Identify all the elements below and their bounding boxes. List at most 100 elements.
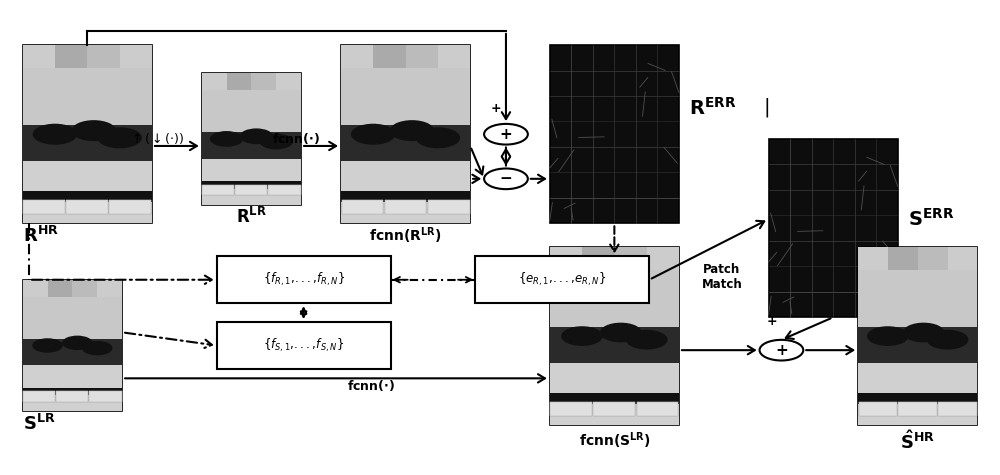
Bar xyxy=(550,270,679,327)
Bar xyxy=(550,402,592,416)
Bar xyxy=(550,402,592,416)
Bar xyxy=(23,339,122,365)
Circle shape xyxy=(82,341,113,355)
Bar xyxy=(859,402,897,416)
Bar xyxy=(342,200,383,214)
Bar xyxy=(342,200,383,214)
Circle shape xyxy=(484,124,528,144)
Bar xyxy=(593,402,635,416)
Bar xyxy=(87,45,120,68)
Bar xyxy=(858,393,977,404)
Text: +: + xyxy=(500,127,512,142)
Circle shape xyxy=(71,120,116,141)
Bar xyxy=(202,185,234,195)
Bar xyxy=(89,391,122,402)
Bar xyxy=(550,393,679,404)
Bar xyxy=(550,45,679,223)
Bar xyxy=(72,280,97,297)
Bar xyxy=(858,270,977,327)
Bar xyxy=(385,200,426,214)
Bar xyxy=(23,391,55,402)
Text: $\{f_{S,1},\!...,\!f_{S,N}\}$: $\{f_{S,1},\!...,\!f_{S,N}\}$ xyxy=(263,337,344,354)
Bar xyxy=(23,280,48,297)
Text: $\mathbf{fcnn(\cdot)}$: $\mathbf{fcnn(\cdot)}$ xyxy=(272,132,320,146)
Bar xyxy=(582,247,614,270)
Bar xyxy=(647,247,679,270)
Bar xyxy=(593,402,635,416)
Bar xyxy=(23,365,122,411)
Text: +: + xyxy=(775,342,788,358)
Bar xyxy=(428,200,470,214)
Bar xyxy=(56,391,88,402)
Bar xyxy=(637,402,678,416)
Circle shape xyxy=(600,323,642,342)
Bar xyxy=(56,391,88,402)
Bar xyxy=(550,363,679,425)
Bar xyxy=(23,161,152,223)
Circle shape xyxy=(626,330,668,350)
Bar xyxy=(23,391,55,402)
Text: $\mathbf{\hat{S}^{HR}}$: $\mathbf{\hat{S}^{HR}}$ xyxy=(900,430,935,453)
Bar xyxy=(202,90,301,133)
Bar xyxy=(385,200,426,214)
Circle shape xyxy=(32,338,63,353)
Text: $\mathbf{fcnn(R^{LR})}$: $\mathbf{fcnn(R^{LR})}$ xyxy=(369,226,442,247)
Bar xyxy=(948,247,977,270)
Bar xyxy=(858,363,977,425)
Text: $\uparrow(\downarrow(\cdot))$: $\uparrow(\downarrow(\cdot))$ xyxy=(129,132,184,146)
Text: $\{e_{R,1},\!...,\!e_{R,N}\}$: $\{e_{R,1},\!...,\!e_{R,N}\}$ xyxy=(518,271,606,288)
Bar xyxy=(66,200,108,214)
Bar xyxy=(23,191,152,202)
Bar xyxy=(120,45,152,68)
Bar xyxy=(769,139,898,317)
Text: Patch
Match: Patch Match xyxy=(701,264,742,291)
Bar xyxy=(341,45,470,223)
Bar xyxy=(202,159,301,205)
Bar xyxy=(858,247,977,425)
Bar xyxy=(637,402,678,416)
Bar xyxy=(23,125,152,161)
Bar xyxy=(202,181,301,189)
Bar xyxy=(550,327,679,363)
Bar xyxy=(202,73,301,205)
Text: $\mathbf{R^{ERR}}$: $\mathbf{R^{ERR}}$ xyxy=(689,96,736,118)
Bar xyxy=(550,247,582,270)
Text: $\mathbf{fcnn(S^{LR})}$: $\mathbf{fcnn(S^{LR})}$ xyxy=(579,430,650,451)
Circle shape xyxy=(760,340,803,361)
Bar xyxy=(341,68,470,125)
Bar xyxy=(341,191,470,202)
Bar xyxy=(227,73,251,90)
Circle shape xyxy=(903,323,945,342)
Text: $\mathbf{R^{LR}}$: $\mathbf{R^{LR}}$ xyxy=(236,207,267,227)
Text: −: − xyxy=(500,171,512,186)
Bar xyxy=(614,247,647,270)
Bar xyxy=(66,200,108,214)
Circle shape xyxy=(240,128,273,144)
Text: $\mathbf{S^{ERR}}$: $\mathbf{S^{ERR}}$ xyxy=(908,208,954,230)
Bar xyxy=(202,185,234,195)
Bar xyxy=(918,247,948,270)
Bar xyxy=(202,73,227,90)
Text: $\{f_{R,1},\!...,\!f_{R,N}\}$: $\{f_{R,1},\!...,\!f_{R,N}\}$ xyxy=(263,271,345,288)
Bar xyxy=(23,297,122,339)
Circle shape xyxy=(416,127,460,148)
Bar xyxy=(888,247,918,270)
Circle shape xyxy=(561,326,603,346)
Circle shape xyxy=(927,330,968,350)
Circle shape xyxy=(97,127,142,148)
Bar xyxy=(341,161,470,223)
Circle shape xyxy=(484,169,528,189)
Bar xyxy=(235,185,267,195)
Circle shape xyxy=(210,131,243,147)
Bar xyxy=(89,391,122,402)
Text: |: | xyxy=(764,98,770,117)
Bar xyxy=(48,280,72,297)
Bar xyxy=(406,45,438,68)
Bar xyxy=(276,73,301,90)
Bar xyxy=(858,247,888,270)
Bar xyxy=(23,68,152,125)
Circle shape xyxy=(260,133,293,150)
Bar xyxy=(23,388,122,395)
Bar xyxy=(109,200,151,214)
Bar xyxy=(217,322,391,369)
